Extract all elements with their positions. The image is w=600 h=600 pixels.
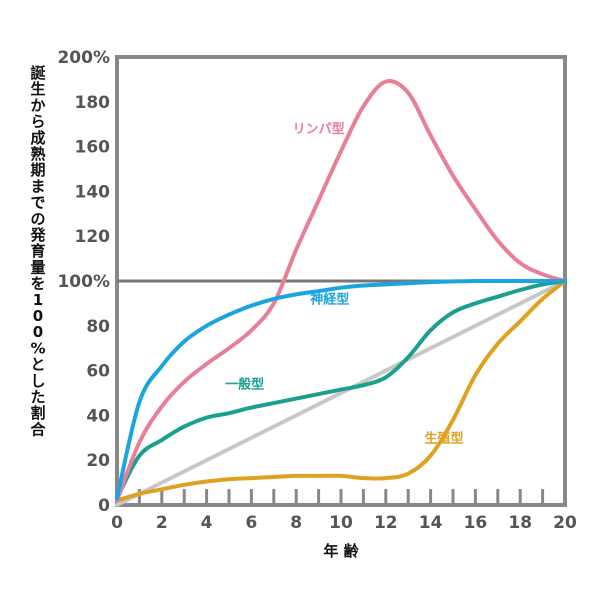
y-tick-label: 20 [86,451,110,471]
baseline-series-line [115,279,567,507]
y-axis-title-char: 1 [33,291,43,309]
series-lines [115,79,567,507]
x-tick-label: 12 [374,513,398,533]
y-axis-ticks: 0 20 40 60 80 100% 120 140 160 180 200% [57,48,110,516]
y-tick-label: 80 [86,317,110,337]
x-tick-label: 10 [329,513,353,533]
y-tick-label: 120 [75,227,111,247]
y-axis-title-char: % [30,339,45,357]
y-axis-title-char: で [30,194,45,212]
y-tick-label: 140 [75,182,111,202]
x-axis-title: 年 齢 [323,542,359,560]
general-series-label: 一般型 [225,377,264,393]
y-axis-title-char: 期 [30,161,45,179]
y-tick-label: 160 [75,138,111,158]
y-tick-label: 60 [86,362,110,382]
y-axis-title-char: ま [30,177,45,195]
y-tick-label: 0 [98,496,110,516]
y-axis-title-char: 合 [29,420,46,438]
bottom-tick-marks [137,489,545,505]
reproductive-series-label: 生殖型 [425,430,464,446]
y-axis-title-char: ら [30,113,45,131]
y-axis-title-char: と [30,356,45,374]
y-axis-title-char: 割 [30,404,45,422]
x-tick-label: 14 [419,513,443,533]
x-tick-label: 0 [111,513,123,533]
y-axis-title-char: か [30,96,45,114]
y-axis-title-char: 発 [29,226,46,244]
x-axis-ticks: 0 2 4 6 8 10 12 14 16 18 20 [111,513,577,533]
x-tick-label: 20 [553,513,577,533]
x-tick-label: 2 [156,513,168,533]
y-axis-title-char: し [30,372,45,390]
y-axis-title-char: 生 [30,80,45,98]
x-tick-label: 8 [290,513,302,533]
x-tick-label: 16 [464,513,488,533]
lymphoid-series-line [115,79,567,503]
neural-series-label: 神経型 [310,291,349,307]
y-tick-label: 100% [57,272,110,292]
neural-series-line [115,278,567,501]
y-axis-title-char: 熟 [30,145,45,163]
y-tick-label: 200% [57,48,110,68]
y-axis-title-char: 育 [30,242,45,260]
y-tick-label: 180 [75,93,111,113]
reproductive-series-line [115,279,567,503]
x-tick-label: 4 [201,513,213,533]
x-tick-label: 6 [245,513,257,533]
y-axis-title-char: 0 [33,323,43,341]
x-tick-label: 18 [508,513,532,533]
y-axis-title-char: を [30,275,45,293]
y-axis-title-char: 誕 [30,64,45,82]
y-axis-title-char: 量 [30,258,45,276]
y-axis-title-char: 0 [33,307,43,325]
lymphoid-series-label: リンパ型 [293,121,345,137]
y-axis-title-char: 成 [30,129,45,147]
y-tick-label: 40 [86,406,110,426]
general-series-line [115,279,567,501]
y-axis-title-char: の [30,210,45,228]
y-axis-title-char: た [30,388,45,406]
